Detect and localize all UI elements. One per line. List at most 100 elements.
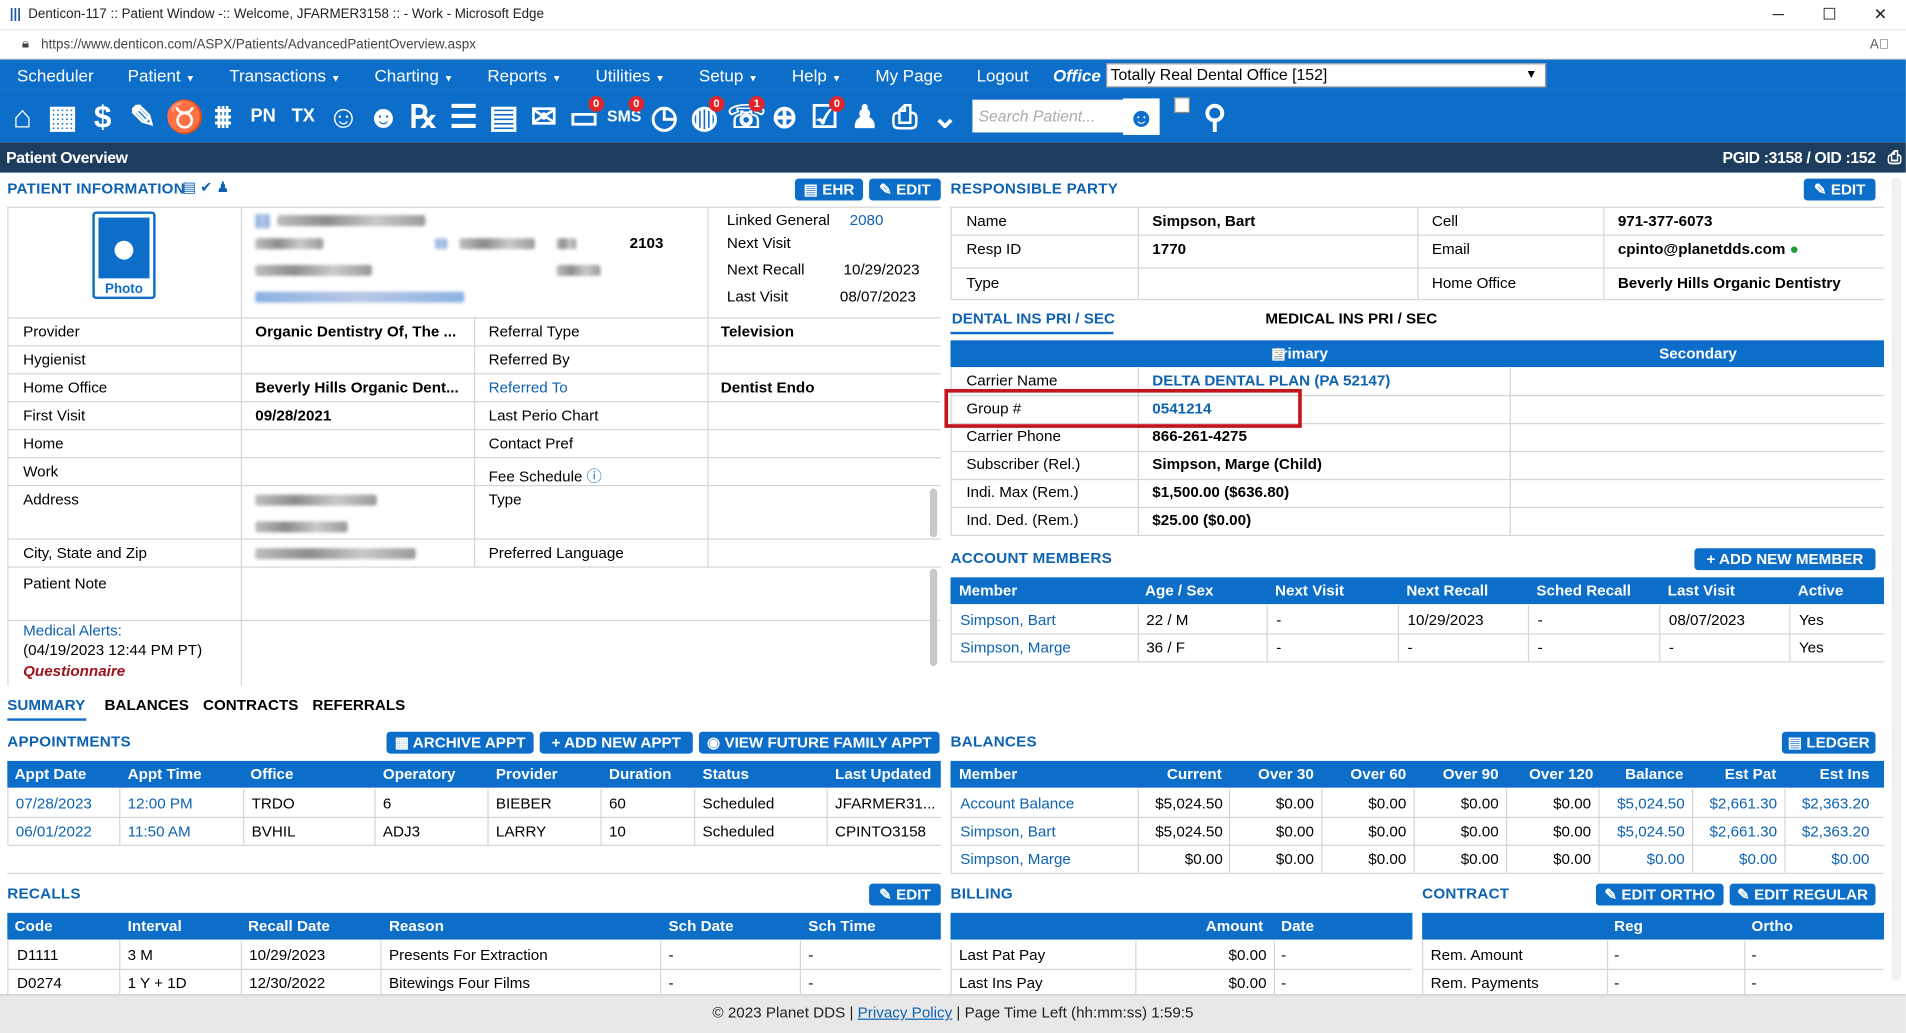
maximize-icon[interactable]: ☐ xyxy=(1822,4,1837,24)
archive-appt-button[interactable]: ▦ ARCHIVE APPT xyxy=(386,731,534,754)
referred-to-link[interactable]: Referred To xyxy=(488,379,568,397)
clock-icon[interactable]: ◷ xyxy=(650,97,679,135)
document-icon[interactable]: ▤ xyxy=(488,97,519,135)
menu-logout[interactable]: Logout xyxy=(976,65,1029,85)
web-icon[interactable]: ⊕ xyxy=(771,97,798,135)
menu-patient[interactable]: Patient ▼ xyxy=(111,65,213,84)
questionnaire-link[interactable]: Questionnaire xyxy=(23,662,126,680)
group-icon[interactable]: ♟ xyxy=(850,97,879,135)
appt-time[interactable]: 12:00 PM xyxy=(127,794,193,812)
balance-member[interactable]: Simpson, Marge xyxy=(960,850,1071,868)
search-patient-input[interactable]: Search Patient... xyxy=(972,99,1124,133)
member-last-visit: - xyxy=(1668,639,1674,657)
patient-info-icons[interactable]: ▤ ✔ ♟ xyxy=(182,178,230,196)
menu-setup[interactable]: Setup ▼ xyxy=(682,65,775,84)
member-name[interactable]: Simpson, Marge xyxy=(960,639,1071,657)
office-select[interactable]: Totally Real Dental Office [152] ▼ xyxy=(1105,62,1546,87)
menu-help[interactable]: Help ▼ xyxy=(775,65,859,84)
edit-regular-button[interactable]: ✎ EDIT REGULAR xyxy=(1729,883,1876,906)
teeth-icon[interactable]: ⩩ xyxy=(214,97,232,135)
tab-medical-ins[interactable]: MEDICAL INS PRI / SEC xyxy=(1265,309,1438,327)
balance-est-ins[interactable]: $0.00 xyxy=(1831,850,1870,868)
recalls-edit-button[interactable]: ✎ EDIT xyxy=(869,883,941,906)
tab-balances[interactable]: BALANCES xyxy=(104,696,189,714)
linked-general-value[interactable]: 2080 xyxy=(849,211,884,229)
pocket-icon[interactable]: ⌄ xyxy=(931,97,959,135)
balance-total[interactable]: $5,024.50 xyxy=(1617,822,1685,840)
carrier-name-link[interactable]: DELTA DENTAL PLAN (PA 52147) xyxy=(1152,371,1391,389)
note-scrollbar[interactable] xyxy=(929,568,938,667)
balance-est-ins[interactable]: $2,363.20 xyxy=(1801,794,1870,812)
ledger-button[interactable]: ▤ LEDGER xyxy=(1781,731,1876,754)
advanced-search-icon[interactable]: ⚲ xyxy=(1203,97,1227,135)
balance-total[interactable]: $0.00 xyxy=(1646,850,1685,868)
patient-search-icon[interactable]: ☻ xyxy=(1123,97,1160,135)
notes-icon[interactable]: ☰ xyxy=(449,97,478,135)
prescription-icon[interactable]: ℞ xyxy=(409,97,438,135)
menu-reports[interactable]: Reports ▼ xyxy=(470,65,578,84)
photo-box[interactable]: ● Photo xyxy=(92,211,156,300)
menu-utilities[interactable]: Utilities ▼ xyxy=(578,65,681,84)
balance-est-ins[interactable]: $2,363.20 xyxy=(1801,822,1870,840)
patient-edit-button[interactable]: ✎ EDIT xyxy=(869,178,941,201)
balance-est-pat[interactable]: $0.00 xyxy=(1739,850,1778,868)
messages-icon[interactable]: ▭ 0 xyxy=(566,95,605,136)
appt-time[interactable]: 11:50 AM xyxy=(127,822,191,840)
balance-est-pat[interactable]: $2,661.30 xyxy=(1709,794,1778,812)
mail-icon[interactable]: ✉ xyxy=(530,97,558,135)
progress-notes-icon[interactable]: PN xyxy=(250,105,276,126)
address-bar[interactable]: 🔒︎ https://www.denticon.com/ASPX/Patient… xyxy=(0,30,1906,60)
tooth-icon[interactable]: ♉ xyxy=(165,97,205,135)
menu-transactions[interactable]: Transactions ▼ xyxy=(212,65,357,84)
appt-date[interactable]: 07/28/2023 xyxy=(15,794,92,812)
globe-icon[interactable]: ◍ 0 xyxy=(687,95,725,136)
recall-icon[interactable]: ☏ 1 xyxy=(726,95,767,135)
print-icon[interactable]: ⎙ xyxy=(1887,147,1902,167)
view-future-family-appt-button[interactable]: ◉ VIEW FUTURE FAMILY APPT xyxy=(698,731,940,754)
tab-summary[interactable]: SUMMARY xyxy=(7,696,86,714)
balance-total[interactable]: $5,024.50 xyxy=(1617,794,1685,812)
add-patient-icon[interactable]: ☺ xyxy=(327,97,360,135)
balance-est-pat[interactable]: $2,661.30 xyxy=(1709,822,1778,840)
balance-member[interactable]: Account Balance xyxy=(960,794,1075,812)
tab-dental-ins[interactable]: DENTAL INS PRI / SEC xyxy=(951,309,1115,327)
minimize-icon[interactable]: ─ xyxy=(1772,4,1784,24)
carrier-name-label: Carrier Name xyxy=(966,371,1058,389)
tab-contracts[interactable]: CONTRACTS xyxy=(202,696,299,714)
add-new-appt-button[interactable]: + ADD NEW APPT xyxy=(539,731,693,754)
balance-member[interactable]: Simpson, Bart xyxy=(960,822,1056,840)
address-scrollbar[interactable] xyxy=(929,488,938,538)
document-icon[interactable]: ▤ xyxy=(1271,345,1286,363)
edit-ortho-button[interactable]: ✎ EDIT ORTHO xyxy=(1595,883,1724,906)
edit-list-icon[interactable]: ✎ xyxy=(129,97,157,135)
balance-over-90: $0.00 xyxy=(1460,850,1499,868)
menu-scheduler[interactable]: Scheduler xyxy=(17,65,94,85)
home-office-value: Beverly Hills Organic Dent... xyxy=(255,379,459,397)
print-icon[interactable]: ⎙ xyxy=(892,97,918,135)
responsible-edit-button[interactable]: ✎ EDIT xyxy=(1803,178,1876,201)
read-aloud-icon[interactable]: A᷎ xyxy=(1869,37,1889,52)
url-text[interactable]: https://www.denticon.com/ASPX/Patients/A… xyxy=(41,37,476,52)
group-number-value[interactable]: 0541214 xyxy=(1152,399,1212,417)
calendar-icon[interactable]: ▦ xyxy=(47,97,78,135)
sms-icon[interactable]: SMS 0 xyxy=(607,95,645,136)
warning-icon[interactable]: ⚠ xyxy=(1271,345,1286,363)
add-new-member-button[interactable]: + ADD NEW MEMBER xyxy=(1694,548,1876,571)
appt-date[interactable]: 06/01/2022 xyxy=(15,822,92,840)
menu-my-page[interactable]: My Page xyxy=(875,65,943,85)
medical-alerts-link[interactable]: Medical Alerts: xyxy=(23,622,122,640)
dollar-icon[interactable]: $ xyxy=(93,97,112,135)
search-checkbox[interactable] xyxy=(1174,97,1190,114)
treatment-icon[interactable]: TX xyxy=(291,105,315,126)
family-icon[interactable]: ☻ xyxy=(366,97,401,135)
info-icon[interactable]: ⓘ xyxy=(586,467,602,485)
privacy-policy-link[interactable]: Privacy Policy xyxy=(857,1004,953,1022)
tab-referrals[interactable]: REFERRALS xyxy=(312,696,406,714)
ehr-button[interactable]: ▤ EHR xyxy=(794,178,864,201)
page-scrollbar[interactable] xyxy=(1891,177,1902,980)
close-icon[interactable]: ✕ xyxy=(1873,4,1888,24)
menu-charting[interactable]: Charting ▼ xyxy=(357,65,470,84)
member-name[interactable]: Simpson, Bart xyxy=(960,611,1056,629)
home-icon[interactable]: ⌂ xyxy=(12,97,33,135)
forms-icon[interactable]: ☑ 0 xyxy=(807,95,845,136)
